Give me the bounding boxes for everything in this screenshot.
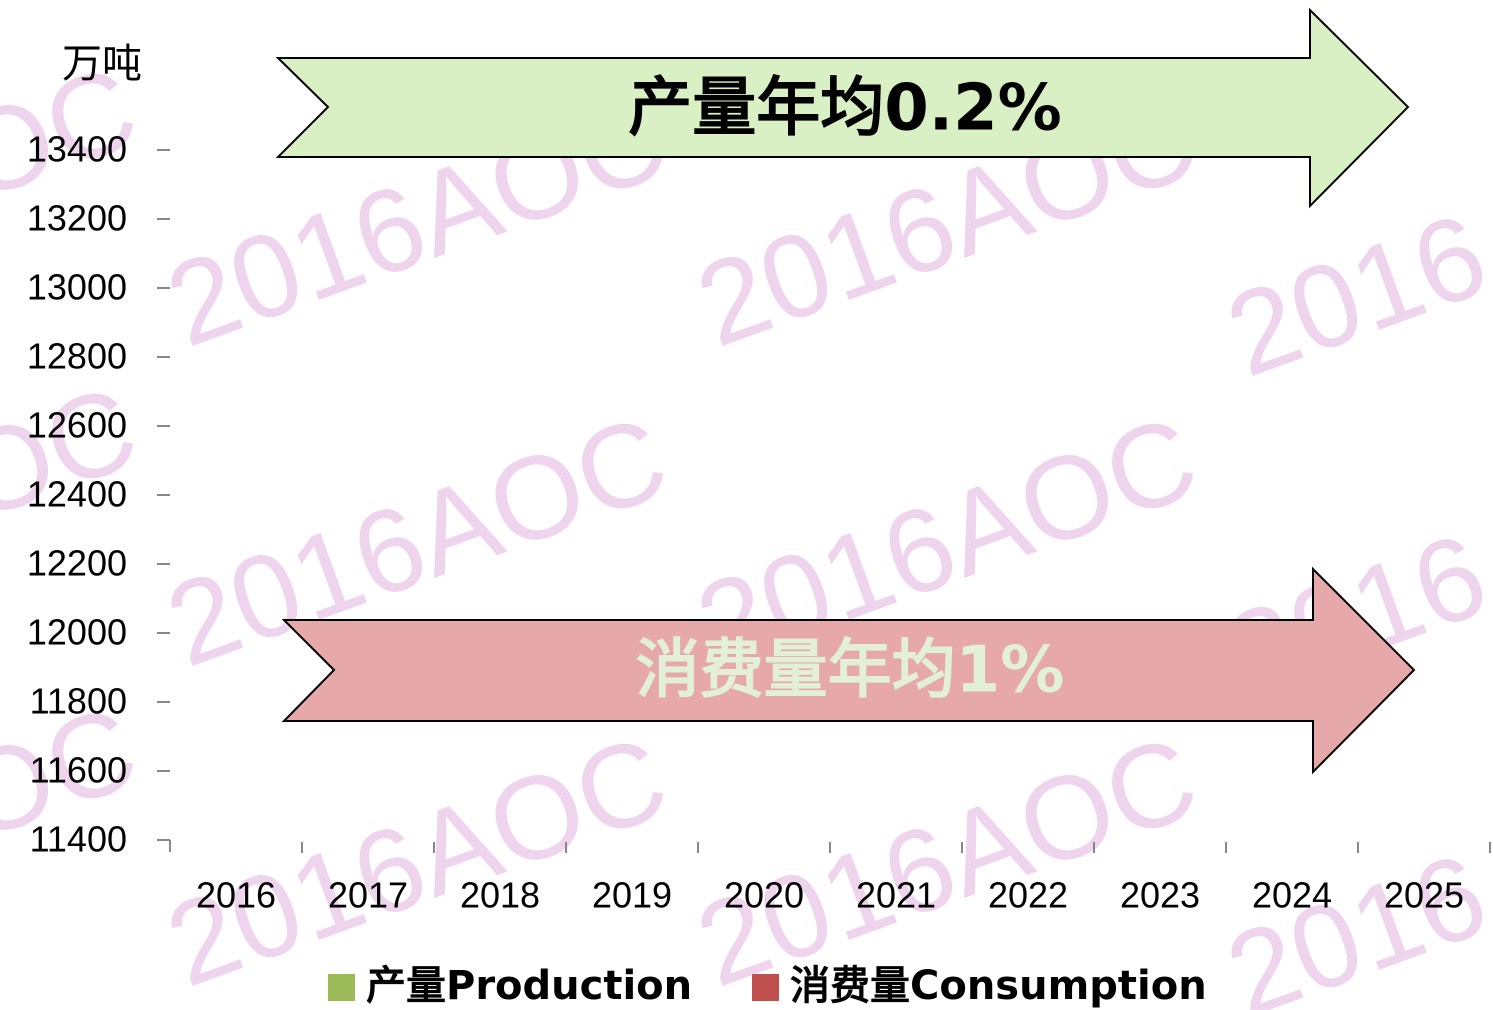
y-tick-label: 12400: [27, 474, 127, 515]
y-tick-label: 11400: [30, 819, 127, 860]
x-tick-label: 2022: [988, 875, 1068, 916]
y-tick-label: 12000: [27, 612, 127, 653]
annotation-text: 消费量年均1%: [636, 634, 1065, 708]
annotation-arrow: [281, 566, 1416, 775]
x-tick-label: 2023: [1120, 875, 1200, 916]
y-tick-label: 11600: [30, 750, 127, 791]
y-tick-label: 13400: [27, 129, 127, 170]
x-tick-label: 2024: [1252, 875, 1332, 916]
x-tick-label: 2018: [460, 875, 540, 916]
watermark-layer: 2016AOC2016AOC2016AOC2016AOC2016AOC2016A…: [0, 41, 1493, 1010]
x-tick-label: 2017: [328, 875, 408, 916]
y-tick-label: 12800: [27, 336, 127, 377]
legend-swatch: [752, 974, 779, 1001]
y-tick-label: 12200: [27, 543, 127, 584]
x-tick-label: 2016: [196, 875, 276, 916]
annotation-arrow: [275, 7, 1410, 209]
y-tick-label: 13000: [27, 267, 127, 308]
x-tick-label: 2019: [592, 875, 672, 916]
y-tick-label: 12600: [27, 405, 127, 446]
legend-swatch: [328, 974, 355, 1001]
x-tick-label: 2021: [856, 875, 936, 916]
y-axis-label: 万吨: [62, 41, 142, 87]
x-tick-label: 2020: [724, 875, 804, 916]
y-tick-label: 13200: [27, 198, 127, 239]
x-tick-label: 2025: [1384, 875, 1464, 916]
legend-label: 消费量Consumption: [790, 963, 1207, 1009]
legend-label: 产量Production: [366, 963, 692, 1009]
y-tick-label: 11800: [30, 681, 127, 722]
annotation-text: 产量年均0.2%: [628, 72, 1062, 146]
